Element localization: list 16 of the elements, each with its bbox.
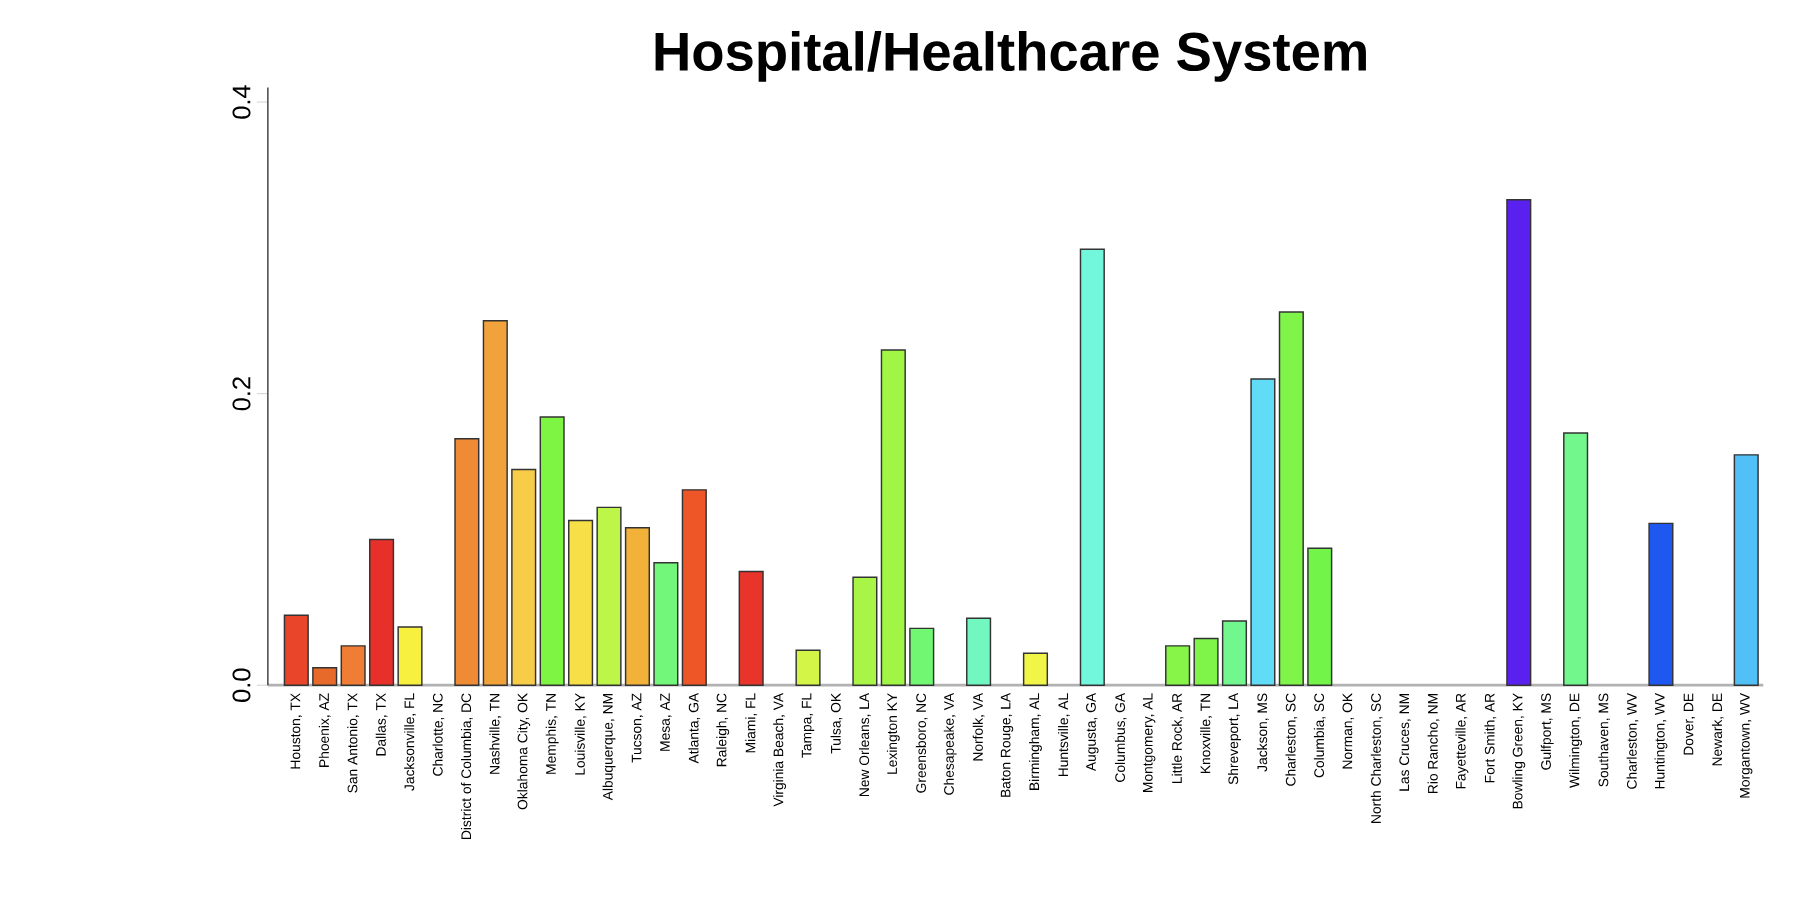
chart-title: Hospital/Healthcare System — [655, 31, 1366, 82]
bar — [1506, 199, 1532, 686]
bar — [738, 570, 764, 686]
bar — [1733, 454, 1759, 686]
bar — [1022, 652, 1049, 686]
y-tick-label: 0.2 — [232, 377, 251, 411]
bar — [966, 617, 992, 686]
y-tick-label: 0.4 — [232, 85, 251, 119]
bar — [795, 649, 821, 686]
bar — [454, 438, 480, 686]
bar — [1563, 432, 1589, 686]
bar — [681, 489, 707, 686]
y-tick-label: 0.0 — [232, 668, 251, 702]
bar — [1079, 248, 1105, 686]
bar — [852, 576, 878, 686]
bar — [1648, 522, 1674, 686]
